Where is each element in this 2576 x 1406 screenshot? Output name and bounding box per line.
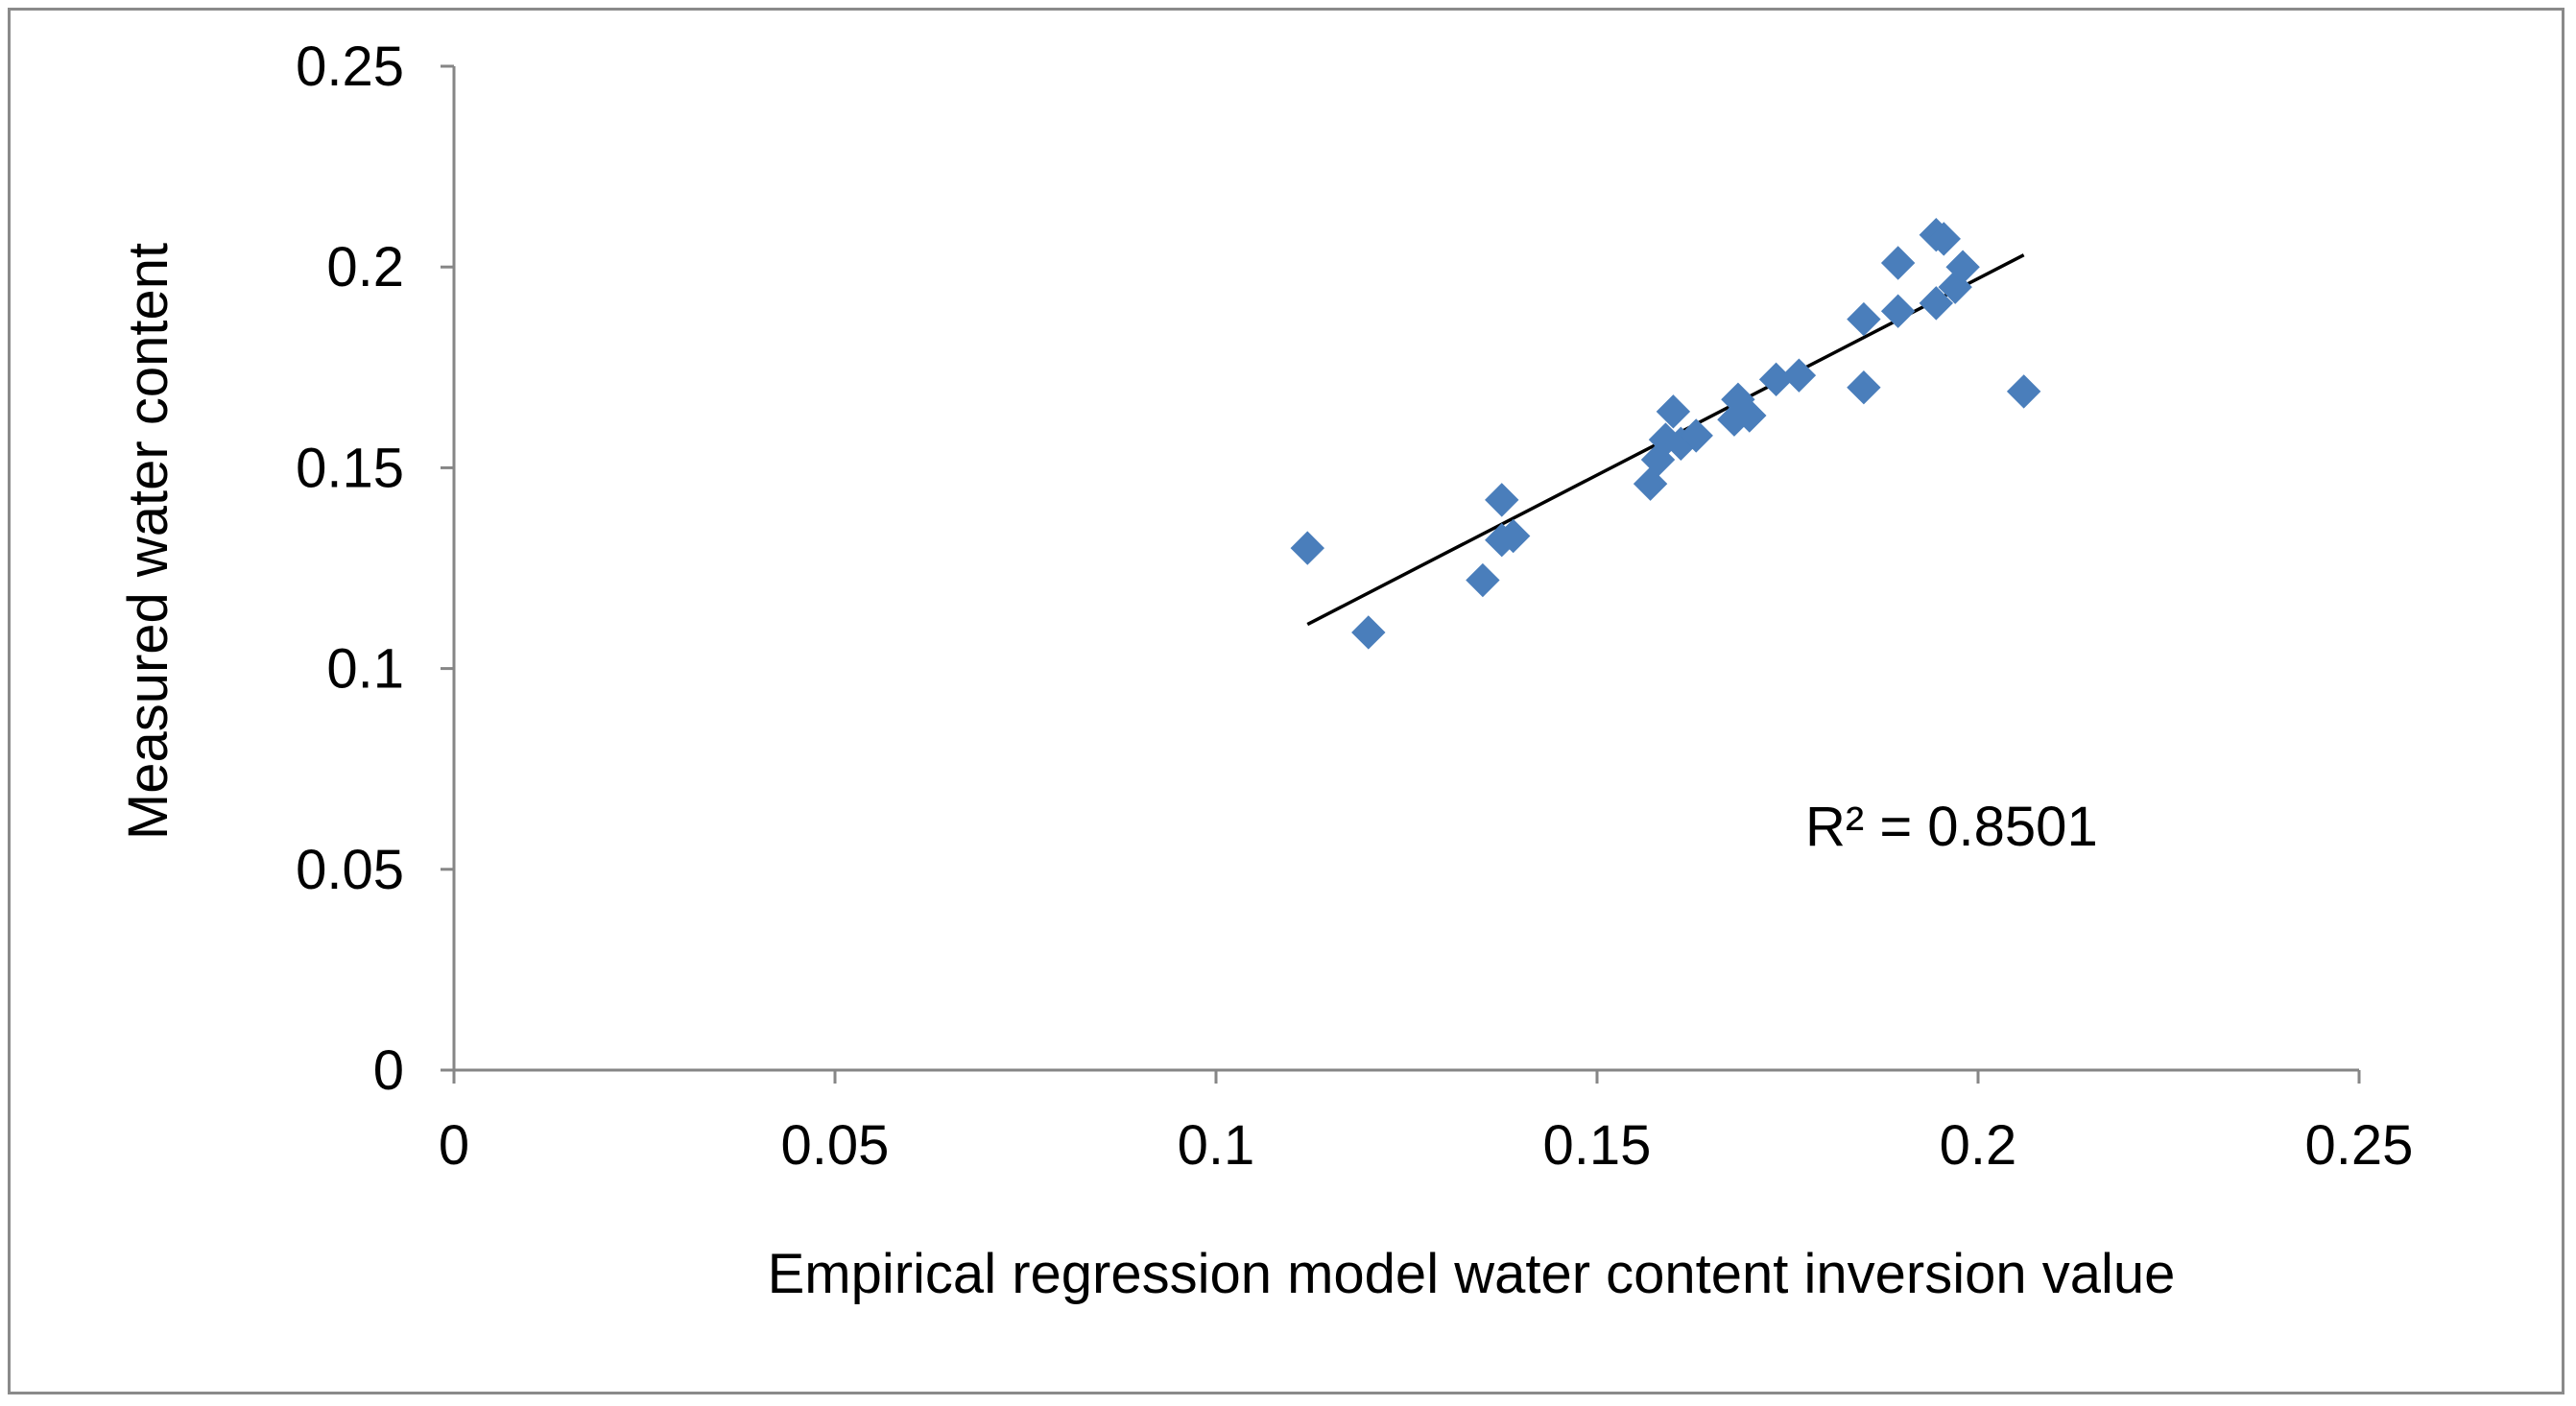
chart-frame: 0 0.05 0.1 0.15 0.2 0.25 0 0.05 0.1 0.15 0.2 0.25 E… — [8, 8, 2564, 1394]
data-point — [1466, 562, 1500, 598]
data-point — [1847, 370, 1881, 405]
data-point — [1847, 301, 1881, 337]
y-tick-label: 0 — [373, 1039, 404, 1102]
data-points — [1290, 218, 2041, 650]
data-point — [1880, 246, 1916, 280]
data-point — [1679, 418, 1713, 453]
data-point — [1880, 294, 1916, 328]
y-tick-label: 0.1 — [326, 638, 404, 701]
y-tick-label: 0.25 — [296, 36, 404, 98]
y-tick-label: 0.15 — [296, 437, 404, 499]
axes — [452, 66, 2359, 1072]
data-point — [1781, 358, 1817, 393]
y-tick-label: 0.05 — [296, 839, 404, 901]
x-axis-title: Empirical regression model water content… — [768, 1243, 2176, 1305]
axis-labels: Empirical regression model water content… — [117, 243, 2175, 1305]
data-point — [2006, 374, 2041, 409]
data-point — [1919, 286, 1954, 321]
r-squared-annotation: R² = 0.8501 — [1805, 796, 2098, 858]
data-point — [1732, 398, 1767, 433]
data-point — [1926, 222, 1961, 256]
x-tick-label: 0.15 — [1543, 1114, 1652, 1177]
y-tick-label: 0.2 — [326, 236, 404, 298]
data-point — [1351, 615, 1386, 650]
scatter-chart: 0 0.05 0.1 0.15 0.2 0.25 0 0.05 0.1 0.15 0.2 0.25 E… — [117, 36, 2413, 1305]
x-tick-label: 0 — [439, 1114, 469, 1177]
data-point — [1945, 250, 1980, 284]
axis-ticks: 0 0.05 0.1 0.15 0.2 0.25 0 0.05 0.1 0.15 0.2 0.25 — [296, 36, 2413, 1177]
data-point — [1495, 518, 1531, 554]
x-tick-label: 0.1 — [1178, 1114, 1255, 1177]
x-tick-label: 0.25 — [2305, 1114, 2414, 1177]
x-tick-label: 0.05 — [781, 1114, 890, 1177]
y-axis-title: Measured water content — [117, 243, 179, 840]
x-tick-label: 0.2 — [1940, 1114, 2017, 1177]
data-point — [1485, 483, 1519, 517]
data-point — [1290, 531, 1324, 565]
data-point — [1656, 394, 1691, 429]
